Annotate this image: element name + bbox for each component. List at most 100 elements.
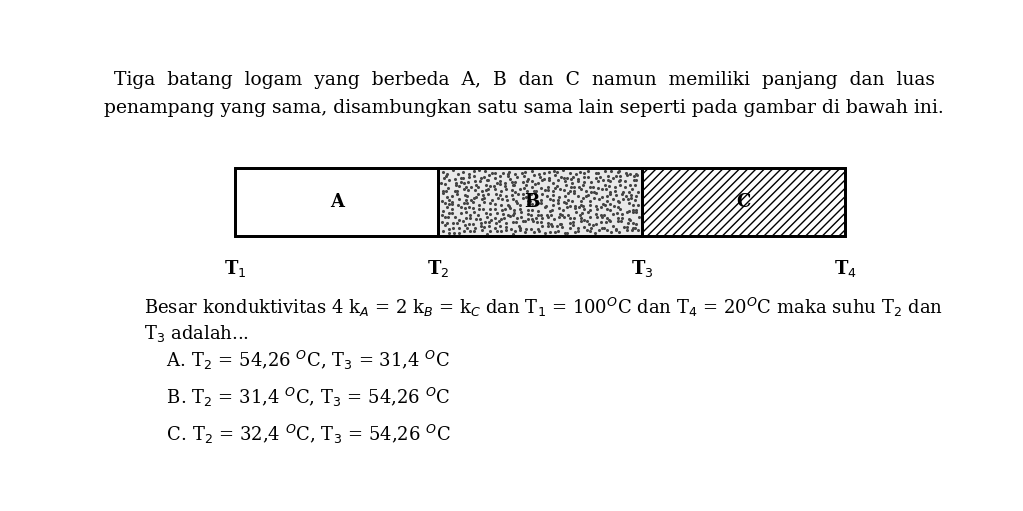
Point xyxy=(437,180,453,188)
Point xyxy=(455,168,472,176)
Point xyxy=(540,213,557,221)
Point xyxy=(507,188,524,196)
Point xyxy=(594,176,611,184)
Point xyxy=(513,208,529,216)
Point xyxy=(520,200,536,208)
Point xyxy=(480,176,496,184)
Point xyxy=(586,229,603,237)
Point xyxy=(603,227,619,236)
Point xyxy=(541,174,558,182)
Point xyxy=(482,210,498,218)
Point xyxy=(540,219,557,227)
Text: Besar konduktivitas 4 k$_{A}$ = 2 k$_{B}$ = k$_{C}$ dan T$_{1}$ = 100$^{O}$C dan: Besar konduktivitas 4 k$_{A}$ = 2 k$_{B}… xyxy=(143,295,943,318)
Point xyxy=(514,169,530,177)
Point xyxy=(466,185,483,194)
Point xyxy=(562,219,578,227)
Point xyxy=(568,170,584,178)
Point xyxy=(489,178,505,187)
Point xyxy=(552,172,569,180)
Point xyxy=(468,177,484,185)
Point xyxy=(554,206,571,215)
Point xyxy=(505,218,522,226)
Point xyxy=(466,208,483,216)
Point xyxy=(610,168,626,176)
Point xyxy=(591,172,608,180)
Point xyxy=(562,202,578,210)
Point xyxy=(624,201,640,209)
Point xyxy=(602,205,618,214)
Point xyxy=(520,175,536,183)
Point xyxy=(525,217,541,225)
Point xyxy=(535,169,551,177)
Point xyxy=(533,196,549,204)
Point xyxy=(515,178,531,186)
Point xyxy=(587,174,604,182)
Point xyxy=(447,175,463,183)
Point xyxy=(448,179,464,187)
Point xyxy=(602,217,618,225)
Point xyxy=(555,186,572,194)
Point xyxy=(453,178,470,187)
Point xyxy=(519,187,535,195)
Point xyxy=(582,183,598,192)
Point xyxy=(457,214,474,222)
Point xyxy=(435,206,451,215)
Point xyxy=(468,193,484,201)
Point xyxy=(482,205,498,214)
Point xyxy=(530,225,546,233)
Point xyxy=(471,205,487,214)
Point xyxy=(507,170,524,178)
Point xyxy=(441,175,457,183)
Point xyxy=(437,199,453,207)
Point xyxy=(498,223,515,231)
Point xyxy=(605,210,621,218)
Point xyxy=(474,188,490,196)
Point xyxy=(439,203,455,212)
Point xyxy=(576,173,592,181)
Point xyxy=(546,167,563,175)
Point xyxy=(488,190,504,198)
Point xyxy=(618,169,634,177)
Point xyxy=(610,203,626,212)
Point xyxy=(544,221,561,229)
Point xyxy=(589,177,606,185)
Point xyxy=(608,191,624,199)
Point xyxy=(477,198,493,206)
Point xyxy=(450,223,466,231)
Point xyxy=(449,187,465,195)
Point xyxy=(618,192,634,200)
Point xyxy=(433,178,449,187)
Point xyxy=(493,227,509,236)
Text: A: A xyxy=(329,193,344,211)
Point xyxy=(562,224,578,232)
Point xyxy=(520,210,536,218)
Point xyxy=(572,211,588,219)
Point xyxy=(542,228,559,236)
Point xyxy=(533,218,549,226)
Point xyxy=(557,214,573,222)
Point xyxy=(558,181,574,189)
Point xyxy=(630,201,647,210)
Point xyxy=(437,213,453,221)
Point xyxy=(444,192,460,200)
Point xyxy=(590,194,607,202)
Text: T$_{3}$ adalah...: T$_{3}$ adalah... xyxy=(143,323,249,344)
Point xyxy=(605,222,621,230)
Point xyxy=(562,169,578,177)
Point xyxy=(509,214,526,222)
Point xyxy=(468,215,484,223)
Point xyxy=(580,167,596,175)
Point xyxy=(611,177,627,185)
Point xyxy=(548,182,565,190)
Point xyxy=(515,217,531,225)
Point xyxy=(612,205,628,214)
Text: B. T$_{2}$ = 31,4 $^{O}$C, T$_{3}$ = 54,26 $^{O}$C: B. T$_{2}$ = 31,4 $^{O}$C, T$_{3}$ = 54,… xyxy=(143,386,450,409)
Point xyxy=(594,200,611,208)
Point xyxy=(610,197,626,205)
Point xyxy=(596,167,613,175)
Point xyxy=(502,212,519,220)
Point xyxy=(499,170,516,178)
Point xyxy=(573,197,589,205)
Point xyxy=(497,182,514,190)
Point xyxy=(625,219,641,227)
